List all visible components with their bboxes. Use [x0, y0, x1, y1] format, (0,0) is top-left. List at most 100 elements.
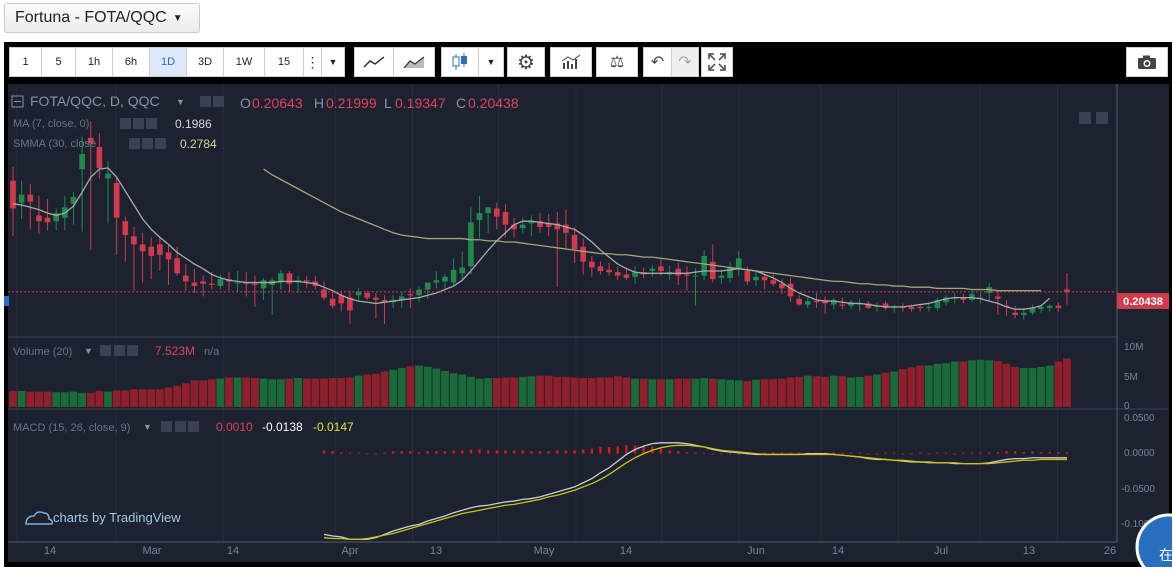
chevron-down-icon[interactable]: ▼: [84, 346, 93, 356]
close-icon[interactable]: [127, 345, 138, 356]
compare-scale-icon[interactable]: ⚖: [596, 47, 638, 77]
candle-body: [813, 301, 820, 303]
volume-axis-0: 0: [1124, 401, 1130, 412]
help-badge-icon[interactable]: [1135, 513, 1172, 567]
volume-bar: [441, 370, 449, 407]
volume-bar: [587, 378, 596, 407]
chevron-down-icon[interactable]: ▼: [478, 47, 504, 77]
candle: [589, 255, 595, 277]
eye-icon[interactable]: [200, 96, 211, 107]
eye-icon[interactable]: [129, 138, 140, 149]
interval-1w[interactable]: 1W: [223, 47, 265, 77]
macd-hist-bar: [910, 453, 913, 455]
macd-hist-bar: [607, 446, 611, 454]
redo-icon[interactable]: ↷: [671, 47, 699, 77]
volume-bar: [9, 391, 17, 407]
candle-body: [1012, 312, 1018, 315]
gear-icon[interactable]: ⚙: [507, 47, 545, 77]
volume-bar: [389, 369, 398, 407]
volume-bar: [138, 389, 147, 407]
macd-hist-bar: [780, 452, 784, 454]
volume-bars: [9, 358, 1071, 407]
candle-body: [416, 289, 422, 296]
candle: [493, 202, 500, 230]
close-icon[interactable]: [155, 138, 166, 149]
candle: [735, 251, 742, 276]
chevron-down-icon[interactable]: ▼: [176, 97, 185, 107]
macd-hist-bar: [728, 453, 732, 455]
candle-body: [908, 306, 915, 310]
macd-hist-bar: [642, 446, 645, 454]
macd-hist-bar: [547, 451, 550, 454]
macd-hist-bar: [677, 451, 680, 454]
candle-body: [157, 244, 163, 255]
macd-hist-bar: [530, 451, 533, 454]
macd-hist-bar: [875, 453, 879, 455]
collapse-icon[interactable]: [11, 95, 24, 108]
interval-3d[interactable]: 3D: [186, 47, 224, 77]
volume-bar: [363, 374, 372, 407]
eye-icon[interactable]: [100, 345, 111, 356]
macd-hist-bar: [340, 451, 343, 454]
arrow-down-icon[interactable]: [1079, 112, 1091, 124]
arrow-up-icon[interactable]: [1096, 112, 1108, 124]
area-chart-icon[interactable]: [393, 47, 435, 77]
volume-bar: [276, 379, 285, 407]
macd-hist-bar: [849, 452, 853, 454]
interval-1d[interactable]: 1D: [149, 47, 187, 77]
settings-small-icon[interactable]: [175, 421, 186, 432]
candle: [934, 297, 941, 311]
camera-icon[interactable]: [1126, 47, 1168, 77]
candle-body: [779, 283, 785, 289]
volume-bar: [449, 373, 458, 407]
close-icon[interactable]: [146, 118, 157, 129]
volume-bar: [415, 365, 423, 407]
settings-small-icon[interactable]: [114, 345, 125, 356]
fullscreen-icon[interactable]: [701, 47, 733, 77]
settings-small-icon[interactable]: [133, 118, 144, 129]
candle-body: [787, 283, 794, 297]
price-chart[interactable]: FOTA/QQC, D, QQC ▼ O 0.20643 H 0.21999 L…: [4, 42, 1172, 567]
eye-icon[interactable]: [161, 421, 172, 432]
volume-bar: [35, 391, 43, 407]
candle: [563, 209, 569, 251]
volume-bar: [199, 380, 207, 407]
candle-body: [1020, 312, 1027, 315]
settings-small-icon[interactable]: [213, 96, 224, 107]
pair-selector[interactable]: Fortuna - FOTA/QQC ▼: [4, 3, 200, 33]
candle: [925, 303, 932, 312]
volume-bar: [207, 379, 216, 407]
interval-1h[interactable]: 1h: [75, 47, 113, 77]
time-axis-label: 14: [44, 545, 56, 557]
volume-extra: n/a: [204, 346, 220, 358]
candle: [191, 268, 198, 293]
interval-1[interactable]: 1: [9, 47, 42, 77]
close-icon[interactable]: [188, 421, 199, 432]
indicators-icon[interactable]: [550, 47, 592, 77]
candle-body: [485, 207, 491, 214]
chevron-down-icon[interactable]: ▼: [321, 47, 345, 77]
candle: [545, 214, 552, 237]
candle: [770, 274, 777, 287]
scroll-handle[interactable]: [4, 296, 9, 306]
macd-hist-bar: [711, 453, 714, 455]
settings-small-icon[interactable]: [142, 138, 153, 149]
eye-icon[interactable]: [120, 118, 131, 129]
chevron-down-icon[interactable]: ▼: [143, 422, 152, 432]
volume-bar: [78, 392, 87, 407]
macd-hist-bar: [685, 451, 689, 454]
signal-value: -0.0147: [313, 420, 354, 434]
macd-hist-bar: [1005, 451, 1008, 454]
candle: [96, 133, 103, 179]
candle: [200, 275, 206, 297]
candle-body: [182, 275, 189, 282]
volume-bar: [639, 378, 648, 407]
tradingview-watermark[interactable]: charts by TradingView: [25, 510, 181, 525]
volume-axis-10m: 10M: [1124, 342, 1143, 353]
candle: [217, 274, 224, 290]
volume-bar: [769, 379, 778, 407]
undo-icon[interactable]: ↶: [643, 47, 672, 77]
macd-axis-4: -0.1000: [1121, 519, 1155, 530]
candle-body: [191, 282, 198, 287]
candle-body: [528, 221, 535, 224]
